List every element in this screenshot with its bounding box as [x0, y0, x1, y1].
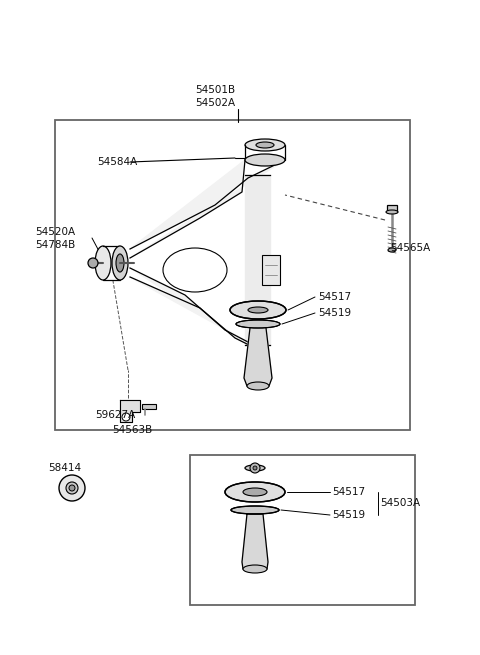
Bar — [387, 205, 397, 212]
Ellipse shape — [248, 307, 268, 313]
Polygon shape — [120, 400, 140, 422]
Text: 54517: 54517 — [318, 292, 351, 302]
Ellipse shape — [243, 488, 267, 496]
Text: 54519: 54519 — [332, 510, 365, 520]
Text: 54520A: 54520A — [35, 227, 75, 237]
Text: 54519: 54519 — [318, 308, 351, 318]
Bar — [142, 404, 156, 409]
Ellipse shape — [245, 465, 265, 471]
Text: 54584A: 54584A — [97, 157, 137, 167]
Text: 54501B: 54501B — [195, 85, 235, 95]
Text: 54503A: 54503A — [380, 498, 420, 508]
Ellipse shape — [112, 246, 128, 280]
Ellipse shape — [95, 246, 111, 280]
Ellipse shape — [245, 139, 285, 151]
Ellipse shape — [236, 320, 280, 328]
Text: 54502A: 54502A — [195, 98, 235, 108]
Ellipse shape — [388, 248, 396, 252]
Text: 54517: 54517 — [332, 487, 365, 497]
Text: 54563B: 54563B — [112, 425, 152, 435]
Ellipse shape — [245, 154, 285, 166]
Text: 54565A: 54565A — [390, 243, 430, 253]
Ellipse shape — [243, 565, 267, 573]
Bar — [262, 255, 280, 285]
Polygon shape — [244, 328, 272, 386]
Polygon shape — [242, 514, 268, 569]
Circle shape — [122, 413, 130, 421]
Ellipse shape — [256, 142, 274, 148]
Ellipse shape — [386, 210, 398, 214]
Ellipse shape — [88, 258, 98, 268]
Ellipse shape — [163, 248, 227, 292]
Bar — [55, 120, 410, 430]
Ellipse shape — [247, 382, 269, 390]
Polygon shape — [245, 175, 270, 345]
Bar — [190, 455, 415, 605]
Ellipse shape — [225, 482, 285, 502]
Ellipse shape — [116, 254, 124, 272]
Text: 54784B: 54784B — [35, 240, 75, 250]
Circle shape — [59, 475, 85, 501]
Polygon shape — [130, 268, 255, 348]
Polygon shape — [130, 160, 285, 258]
Circle shape — [66, 482, 78, 494]
Circle shape — [250, 463, 260, 473]
Ellipse shape — [230, 301, 286, 319]
Text: 58414: 58414 — [48, 463, 81, 473]
Text: 59627A: 59627A — [95, 410, 135, 420]
Circle shape — [253, 466, 257, 470]
Circle shape — [69, 485, 75, 491]
Ellipse shape — [231, 506, 279, 514]
